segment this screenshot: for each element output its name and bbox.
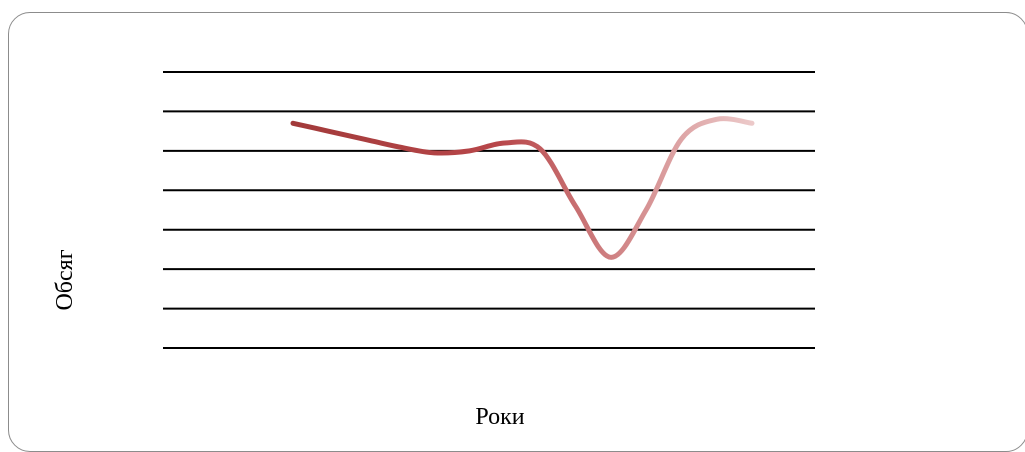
gridlines <box>163 71 815 349</box>
y-axis-label: Обсяг <box>52 249 78 310</box>
series-layer <box>290 116 755 260</box>
chart-frame <box>8 12 1025 452</box>
series-line <box>290 116 755 260</box>
x-axis-label: Роки <box>475 404 524 430</box>
line-chart: Обсяг Роки <box>52 71 815 430</box>
